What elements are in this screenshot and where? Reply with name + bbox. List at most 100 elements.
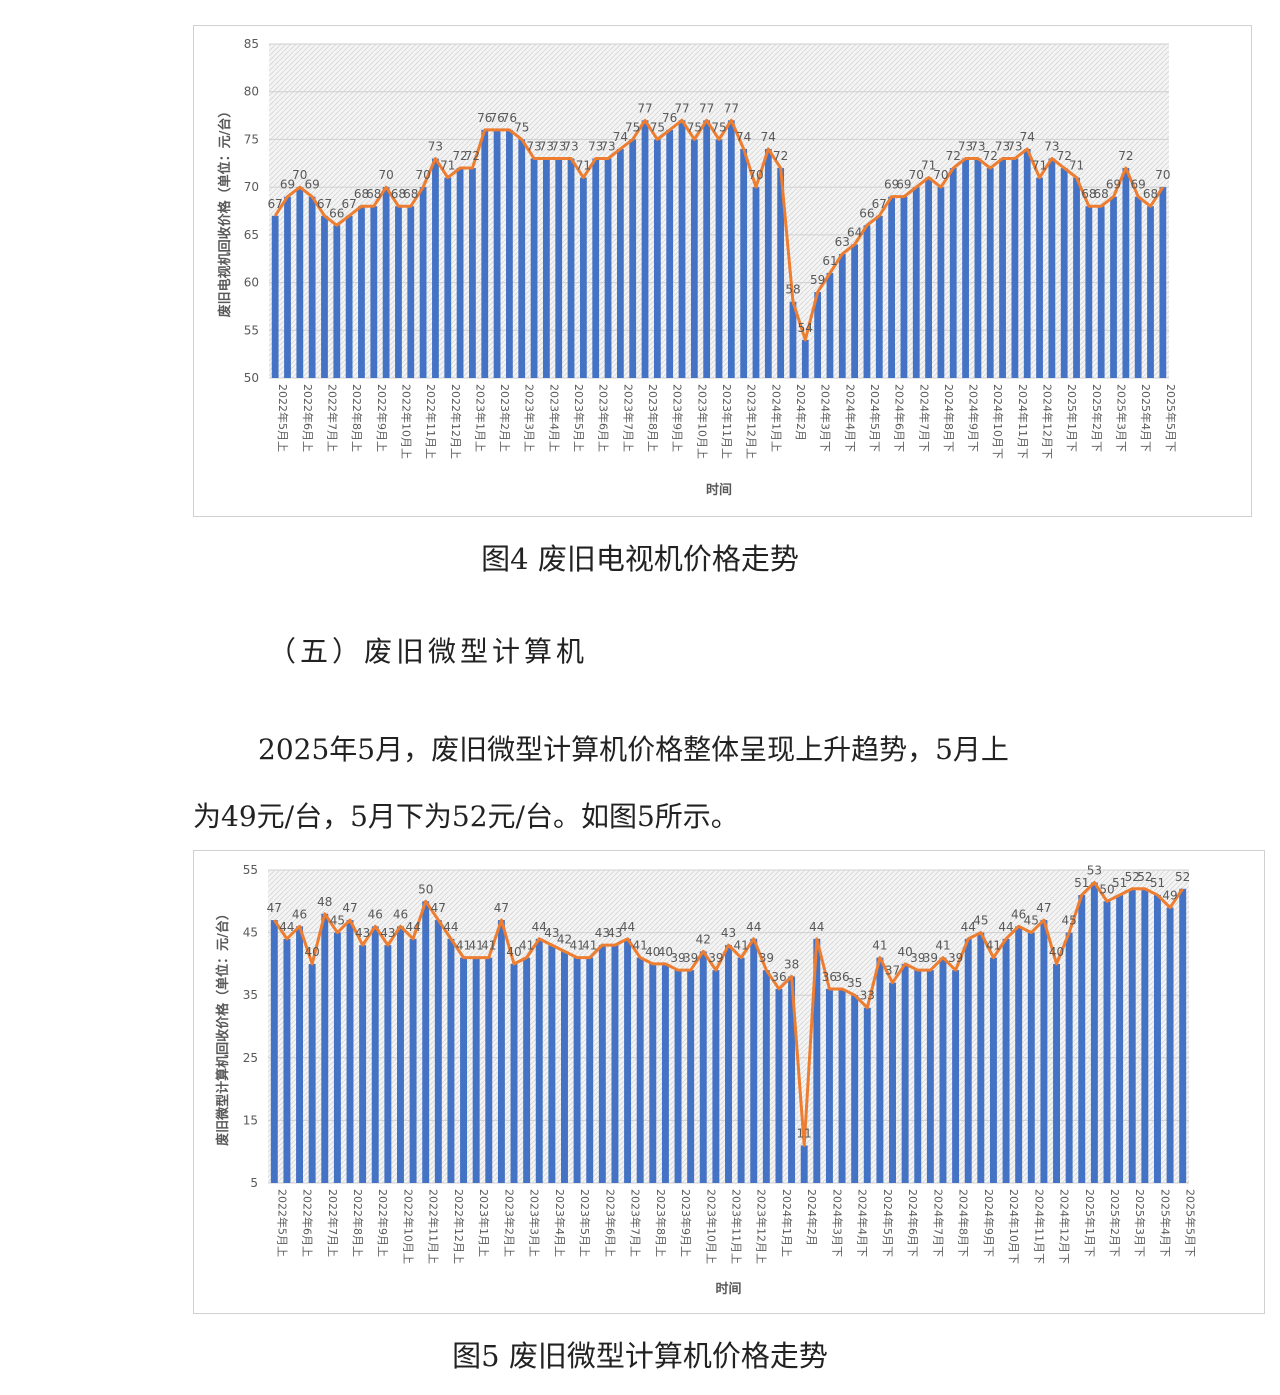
fig5-bar xyxy=(321,913,329,1183)
fig5-x-tick-label: 2023年9月上 xyxy=(679,1189,693,1257)
fig5-data-label: 39 xyxy=(670,951,685,965)
fig4-data-label: 75 xyxy=(650,120,665,134)
fig5-bar xyxy=(371,926,379,1183)
fig4-data-label: 61 xyxy=(822,254,837,268)
figure4-chart: 50 55 60 65 70 75 80 85 67 69 70 69 67 66 67 68 68 70 68 68… xyxy=(193,25,1252,517)
fig4-data-label: 68 xyxy=(1094,187,1109,201)
fig4-bar xyxy=(579,177,587,378)
fig5-x-tick-label: 2023年11月上 xyxy=(730,1189,744,1264)
fig4-y-axis-title: 废旧电视机回收价格（单位：元/台） xyxy=(217,105,233,318)
fig4-bar xyxy=(962,158,969,378)
fig5-y-tick-label: 55 xyxy=(243,863,258,877)
fig5-bar xyxy=(1078,895,1086,1183)
fig5-data-label: 41 xyxy=(519,939,534,953)
fig5-x-tick-label: 2023年6月上 xyxy=(603,1189,617,1257)
fig5-data-label: 35 xyxy=(847,976,862,990)
fig5-bar xyxy=(409,938,417,1183)
fig5-x-tick-label: 2024年5月下 xyxy=(881,1189,895,1257)
fig4-y-tick-label: 85 xyxy=(244,37,259,51)
fig4-bar xyxy=(641,120,649,378)
fig4-x-tick-label: 2022年11月上 xyxy=(424,384,438,459)
fig4-data-label: 72 xyxy=(452,149,467,163)
fig4-data-label: 72 xyxy=(773,149,788,163)
fig4-bar xyxy=(616,148,624,378)
fig5-data-label: 45 xyxy=(330,914,345,928)
fig4-x-tick-label: 2023年10月上 xyxy=(695,384,709,459)
fig4-x-tick-label: 2024年7月下 xyxy=(917,384,931,452)
fig5-bar xyxy=(699,951,707,1183)
fig5-bar xyxy=(497,920,505,1183)
fig4-data-label: 73 xyxy=(958,140,973,154)
fig4-bar xyxy=(838,253,846,378)
fig4-data-label: 75 xyxy=(625,120,640,134)
fig5-data-label: 43 xyxy=(721,926,736,940)
fig5-bar xyxy=(649,963,657,1183)
fig4-data-label: 67 xyxy=(872,197,887,211)
fig5-x-tick-label: 2022年9月上 xyxy=(376,1189,390,1257)
fig5-bar xyxy=(750,938,758,1183)
fig5-data-label: 46 xyxy=(393,907,408,921)
fig5-data-label: 36 xyxy=(822,970,837,984)
fig4-data-label: 77 xyxy=(699,101,714,115)
fig5-data-label: 44 xyxy=(620,920,635,934)
fig5-data-label: 41 xyxy=(582,939,597,953)
fig4-data-label: 75 xyxy=(687,120,702,134)
fig4-y-tick-label: 65 xyxy=(244,228,259,242)
fig5-bar xyxy=(397,926,404,1183)
fig4-data-label: 72 xyxy=(946,149,961,163)
fig4-x-tick-label: 2023年3月上 xyxy=(523,384,537,452)
fig5-data-label: 47 xyxy=(431,901,446,915)
fig4-bar xyxy=(481,129,489,378)
fig5-bar xyxy=(1141,888,1149,1183)
fig5-bar xyxy=(775,988,783,1183)
fig5-data-label: 43 xyxy=(544,926,559,940)
fig5-x-tick-label: 2022年6月上 xyxy=(301,1189,315,1257)
fig5-x-tick-label: 2025年5月下 xyxy=(1184,1189,1198,1257)
fig4-x-tick-label: 2023年5月上 xyxy=(572,384,586,452)
fig5-data-label: 51 xyxy=(1074,876,1089,890)
fig5-x-tick-label: 2025年4月下 xyxy=(1158,1189,1172,1257)
fig4-bar xyxy=(715,139,723,378)
fig4-data-label: 73 xyxy=(551,140,566,154)
fig5-x-tick-label: 2022年10月上 xyxy=(401,1189,415,1264)
fig5-bar xyxy=(283,938,291,1183)
fig4-y-tick-label: 70 xyxy=(244,180,259,194)
fig5-x-tick-label: 2023年10月上 xyxy=(704,1189,718,1264)
fig4-x-tick-label: 2024年9月下 xyxy=(967,384,981,452)
fig5-data-label: 47 xyxy=(342,901,357,915)
fig5-x-tick-label: 2024年2月 xyxy=(805,1189,819,1246)
fig4-data-label: 69 xyxy=(1106,178,1121,192)
fig4-bar xyxy=(1048,158,1056,378)
fig5-data-label: 46 xyxy=(368,907,383,921)
fig4-bar xyxy=(530,158,538,378)
fig5-data-label: 38 xyxy=(784,957,799,971)
fig4-data-label: 72 xyxy=(1057,149,1072,163)
fig5-bar xyxy=(510,963,518,1183)
fig5-bar xyxy=(598,945,606,1183)
fig4-data-label: 66 xyxy=(329,206,344,220)
fig4-bar xyxy=(308,196,316,378)
fig5-bar xyxy=(926,970,934,1183)
fig4-bar xyxy=(740,148,748,378)
fig5-bar xyxy=(712,970,720,1183)
fig4-data-label: 58 xyxy=(785,283,800,297)
fig4-data-label: 70 xyxy=(909,168,924,182)
fig5-x-tick-label: 2023年4月上 xyxy=(553,1189,567,1257)
fig5-x-tick-label: 2023年3月上 xyxy=(528,1189,542,1257)
fig4-x-tick-label: 2025年5月下 xyxy=(1164,384,1178,452)
fig4-data-label: 73 xyxy=(1044,140,1059,154)
fig4-data-label: 70 xyxy=(933,168,948,182)
fig5-data-label: 41 xyxy=(456,939,471,953)
fig5-bar xyxy=(989,957,997,1183)
fig5-y-tick-label: 5 xyxy=(250,1176,258,1190)
fig5-x-tick-label: 2023年5月上 xyxy=(578,1189,592,1257)
fig4-x-axis-title: 时间 xyxy=(706,482,732,498)
paragraph-line-2: 为49元/台，5月下为52元/台。如图5所示。 xyxy=(193,800,739,833)
fig5-data-label: 41 xyxy=(872,939,887,953)
fig4-x-tick-label: 2023年9月上 xyxy=(671,384,685,452)
fig4-bar xyxy=(690,139,698,378)
fig4-bar xyxy=(1085,206,1093,378)
fig4-x-tick-label: 2024年4月下 xyxy=(843,384,857,452)
fig4-data-label: 71 xyxy=(921,159,936,173)
fig4-bar xyxy=(752,187,760,378)
